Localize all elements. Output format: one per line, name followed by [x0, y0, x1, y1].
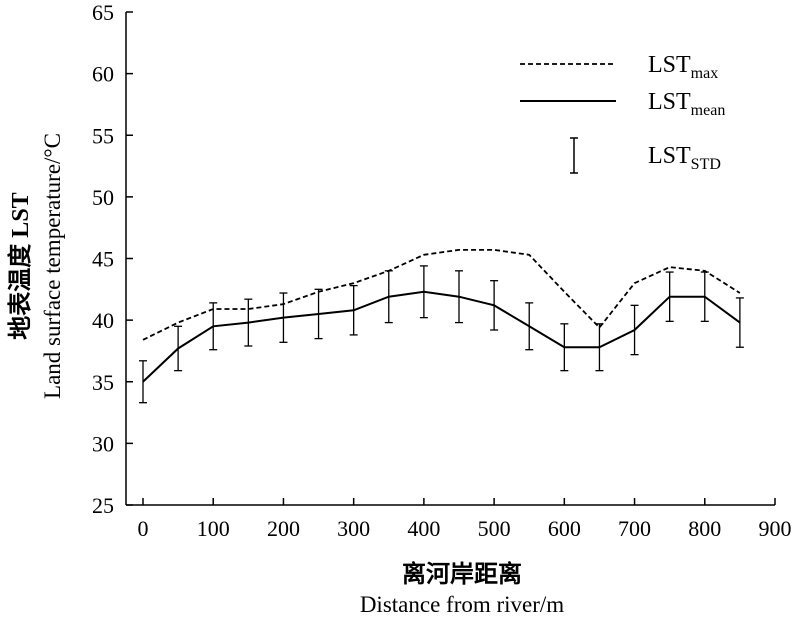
y-tick-label: 40 — [92, 308, 114, 333]
y-tick-label: 55 — [92, 123, 114, 148]
y-tick-label: 25 — [92, 493, 114, 518]
x-tick-label: 500 — [478, 516, 511, 541]
y-axis-label-cn: 地表温度 LST — [6, 192, 34, 339]
legend-label: LSTmean — [648, 89, 725, 119]
legend-label: LSTSTD — [648, 143, 721, 173]
axis-ticks: 25 30 35 40 45 50 55 60 65 0 100 200 300 400 500 600 700… — [92, 0, 792, 541]
x-axis-label-cn: 离河岸距离 — [402, 560, 522, 588]
y-axis-label-en: Land surface temperature/°C — [40, 133, 65, 399]
y-tick-label: 60 — [92, 62, 114, 87]
x-tick-label: 800 — [688, 516, 721, 541]
x-tick-label: 0 — [138, 516, 149, 541]
x-tick-label: 100 — [197, 516, 230, 541]
series-lines — [142, 248, 741, 383]
legend-item-max: LSTmax — [520, 52, 718, 82]
y-tick-label: 65 — [92, 0, 114, 25]
x-axis-label-en: Distance from river/m — [360, 592, 564, 617]
x-tick-label: 200 — [267, 516, 300, 541]
legend-item-mean: LSTmean — [520, 89, 725, 119]
legend: LSTmax LSTmean LSTSTD — [520, 52, 725, 174]
x-tick-label: 600 — [548, 516, 581, 541]
x-tick-label: 700 — [618, 516, 651, 541]
y-tick-label: 35 — [92, 370, 114, 395]
chart-axes — [125, 12, 775, 506]
series-line-mean — [142, 290, 741, 383]
error-bars — [139, 265, 744, 404]
x-tick-label: 300 — [337, 516, 370, 541]
series-line-max — [142, 248, 741, 341]
x-tick-label: 400 — [407, 516, 440, 541]
y-tick-label: 50 — [92, 185, 114, 210]
y-tick-label: 45 — [92, 247, 114, 272]
legend-label: LSTmax — [648, 52, 718, 82]
legend-item-std: LSTSTD — [570, 137, 721, 174]
y-tick-label: 30 — [92, 431, 114, 456]
x-tick-label: 900 — [759, 516, 792, 541]
